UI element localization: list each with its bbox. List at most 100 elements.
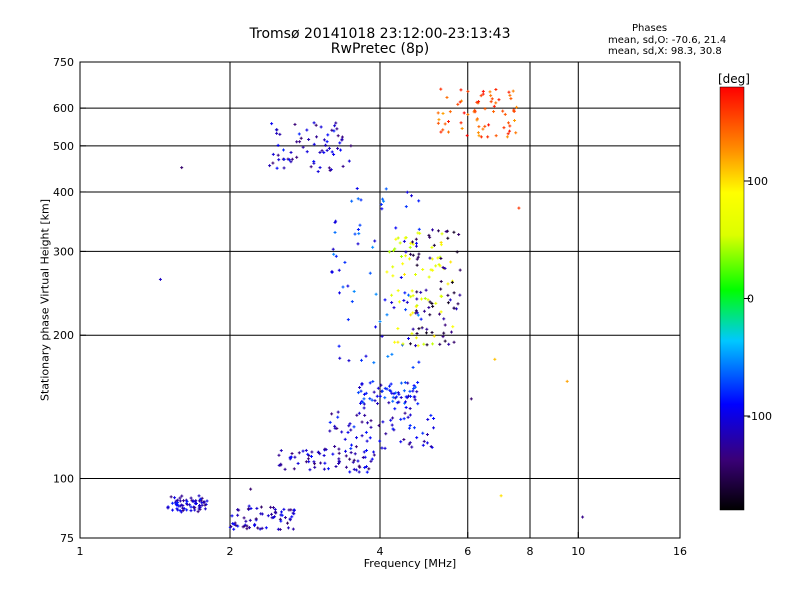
data-point (404, 205, 408, 209)
data-point (336, 134, 340, 138)
data-point (414, 309, 418, 313)
data-point (436, 121, 440, 125)
data-point (443, 122, 447, 126)
data-point (337, 268, 341, 272)
data-point (337, 451, 341, 455)
data-point (360, 381, 364, 385)
data-point (253, 522, 257, 526)
data-point (391, 427, 395, 431)
data-point (428, 256, 432, 260)
data-point (486, 135, 490, 139)
data-point (428, 313, 432, 317)
data-point (481, 92, 485, 96)
data-point (277, 158, 281, 162)
data-point (182, 499, 186, 503)
data-point (431, 304, 435, 308)
data-point (494, 87, 498, 91)
data-point (439, 87, 443, 91)
data-point (200, 496, 204, 500)
data-point (270, 512, 274, 516)
data-point (305, 128, 309, 132)
data-point (417, 252, 421, 256)
y-axis-ticks: 75 100 200 300 400 500 600 750 (53, 56, 86, 545)
data-point (258, 527, 262, 531)
data-point (355, 436, 359, 440)
data-point (431, 342, 435, 346)
data-point (401, 342, 405, 346)
data-point (406, 415, 410, 419)
data-point (202, 500, 206, 504)
data-point (509, 97, 513, 101)
data-point (348, 470, 352, 474)
data-point (361, 400, 365, 404)
data-point (419, 290, 423, 294)
data-point (169, 495, 173, 499)
data-point (439, 130, 443, 134)
data-point (430, 330, 434, 334)
data-point (443, 266, 447, 270)
data-point (245, 527, 249, 531)
data-point (338, 141, 342, 145)
data-point (365, 470, 369, 474)
data-point (380, 446, 384, 450)
x-tick-label: 6 (464, 545, 471, 558)
data-point (193, 506, 197, 510)
data-point (581, 515, 585, 519)
data-point (390, 293, 394, 297)
data-point (409, 295, 413, 299)
data-point (408, 423, 412, 427)
y-tick-label: 400 (53, 186, 74, 199)
data-point (408, 441, 412, 445)
data-point (395, 395, 399, 399)
data-point (565, 379, 569, 383)
data-point (436, 256, 440, 260)
data-point (431, 268, 435, 272)
y-tick-label: 750 (53, 56, 74, 69)
data-point (483, 107, 487, 111)
data-point (385, 270, 389, 274)
data-point (372, 390, 376, 394)
data-point (394, 237, 398, 241)
data-point (178, 496, 182, 500)
data-point (460, 99, 464, 103)
data-point (158, 277, 162, 281)
data-point (396, 236, 400, 240)
data-point (383, 298, 387, 302)
data-point (322, 138, 326, 142)
data-point (489, 94, 493, 98)
x-tick-label: 2 (227, 545, 234, 558)
data-point (448, 110, 452, 114)
data-point (189, 505, 193, 509)
data-point (451, 325, 455, 329)
data-point (241, 525, 245, 529)
data-point (236, 513, 240, 517)
data-point (333, 424, 337, 428)
y-tick-label: 300 (53, 245, 74, 258)
data-point (229, 525, 233, 529)
data-point (374, 292, 378, 296)
data-point (369, 459, 373, 463)
data-point (365, 448, 369, 452)
data-point (408, 407, 412, 411)
data-point (347, 424, 351, 428)
data-point (410, 445, 414, 449)
data-point (413, 398, 417, 402)
data-point (436, 111, 440, 115)
data-point (389, 382, 393, 386)
data-point (290, 515, 294, 519)
data-point (375, 394, 379, 398)
data-point (245, 524, 249, 528)
data-point (402, 272, 406, 276)
data-point (411, 242, 415, 246)
data-point (271, 506, 275, 510)
data-point (427, 306, 431, 310)
data-point (417, 199, 421, 203)
data-point (363, 466, 367, 470)
data-point (406, 293, 410, 297)
data-point (423, 296, 427, 300)
data-point (328, 429, 332, 433)
data-point (287, 158, 291, 162)
data-point (456, 102, 460, 106)
data-point (336, 415, 340, 419)
data-point (330, 128, 334, 132)
